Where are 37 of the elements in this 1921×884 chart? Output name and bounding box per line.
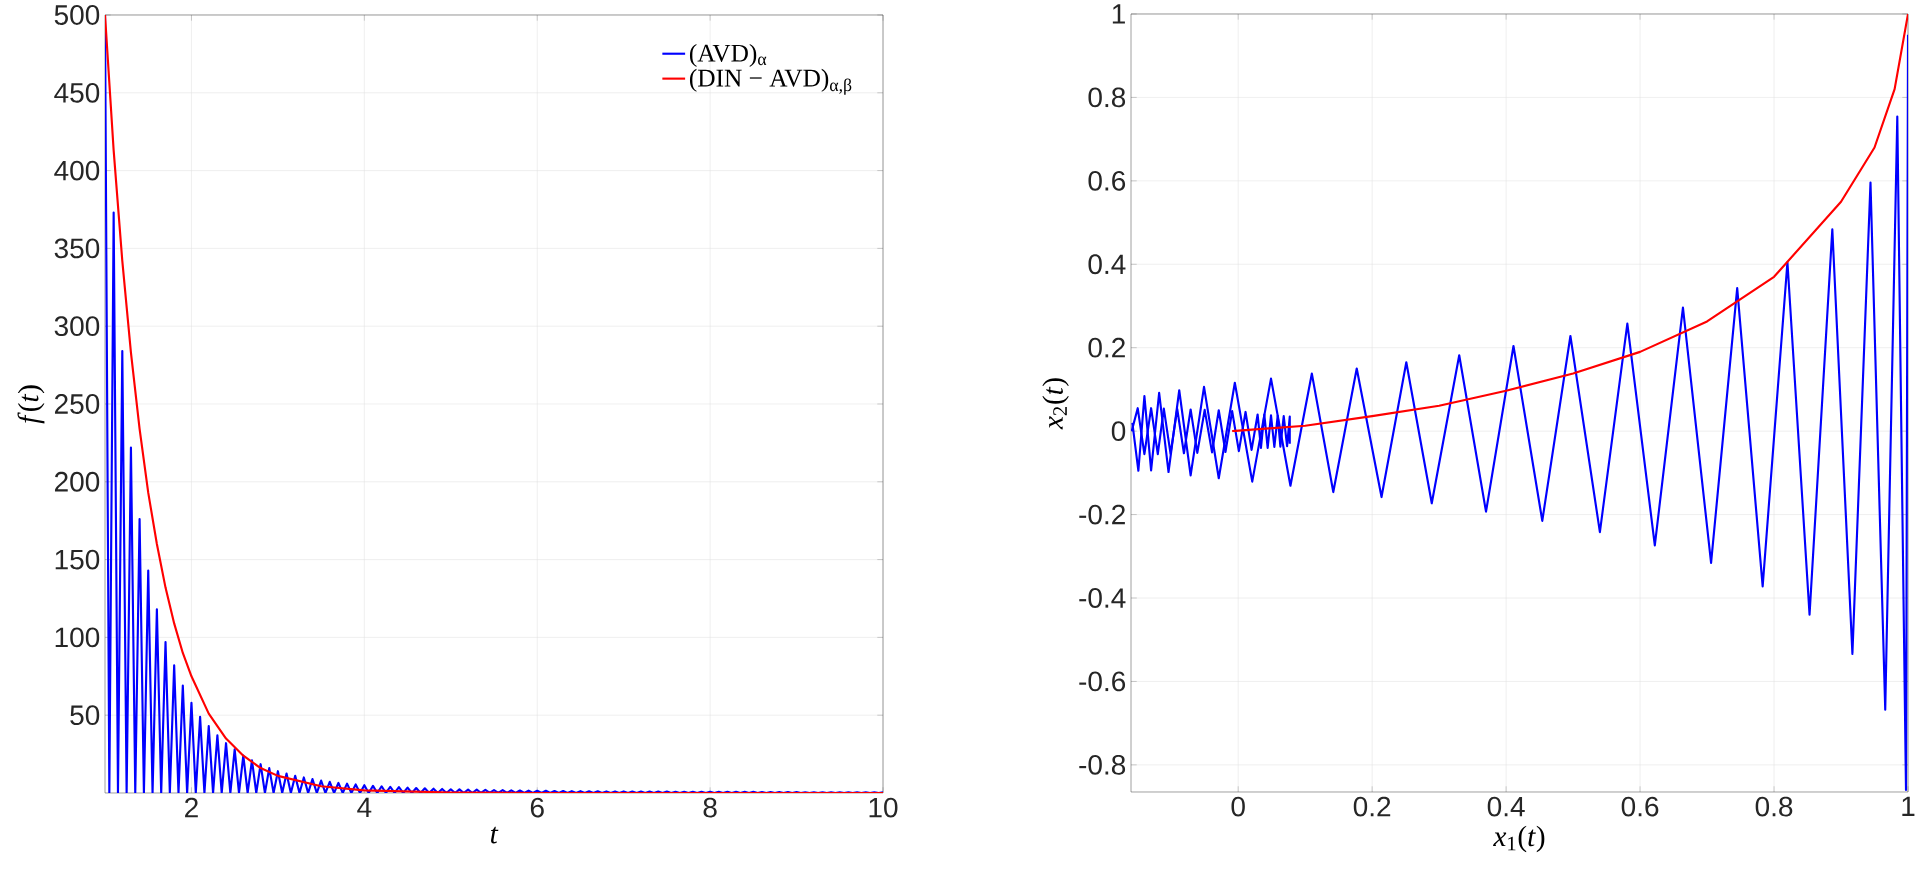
x-tick-label: 1 bbox=[1902, 796, 1915, 816]
y-tick-label: 0.6 bbox=[1088, 170, 1126, 191]
y-tick-label: -0.8 bbox=[1079, 754, 1126, 775]
y-tick-label: 100 bbox=[55, 627, 100, 648]
y-tick-label: 250 bbox=[54, 394, 100, 414]
x-tick-label: 8 bbox=[703, 797, 717, 818]
y-tick-label: -0.6 bbox=[1079, 671, 1126, 692]
legend-label: (DIN − AVD)$_{α,β}$ bbox=[689, 68, 852, 95]
y-axis-title: x$_{2}$(t) bbox=[1042, 378, 1069, 430]
y-tick-label: -0.4 bbox=[1079, 588, 1126, 608]
y-tick-label: 300 bbox=[54, 316, 100, 337]
x-tick-label: 0.4 bbox=[1487, 796, 1525, 817]
x-tick-label: 0 bbox=[1231, 796, 1245, 817]
x-tick-label: 0.2 bbox=[1353, 796, 1391, 817]
y-tick-label: 350 bbox=[54, 238, 100, 259]
y-tick-label: 0.8 bbox=[1088, 87, 1126, 108]
y-tick-label: 200 bbox=[54, 471, 100, 492]
legend-label: (AVD)$_{α}$ bbox=[689, 43, 767, 67]
y-tick-label: 50 bbox=[70, 705, 100, 726]
y-tick-label: 450 bbox=[54, 82, 100, 103]
x-axis-title: t bbox=[490, 826, 499, 844]
y-tick-label: 0.2 bbox=[1088, 337, 1125, 358]
x-tick-label: 0.6 bbox=[1621, 796, 1659, 817]
y-axis-title: f(t) bbox=[17, 385, 45, 424]
y-tick-label: 0 bbox=[1111, 421, 1126, 442]
x-axis-title: x$_{1}$(t) bbox=[1493, 825, 1545, 853]
y-tick-label: 0.4 bbox=[1088, 254, 1126, 275]
x-tick-label: 10 bbox=[869, 797, 898, 818]
x-tick-label: 6 bbox=[530, 797, 544, 818]
x-tick-label: 4 bbox=[357, 797, 372, 817]
y-tick-label: 500 bbox=[54, 5, 100, 25]
y-tick-label: 1 bbox=[1112, 4, 1125, 24]
y-tick-label: 400 bbox=[54, 160, 100, 181]
x-tick-label: 0.8 bbox=[1755, 796, 1793, 817]
x-tick-label: 2 bbox=[185, 797, 198, 818]
y-tick-label: 150 bbox=[55, 549, 100, 570]
y-tick-label: -0.2 bbox=[1079, 504, 1125, 525]
